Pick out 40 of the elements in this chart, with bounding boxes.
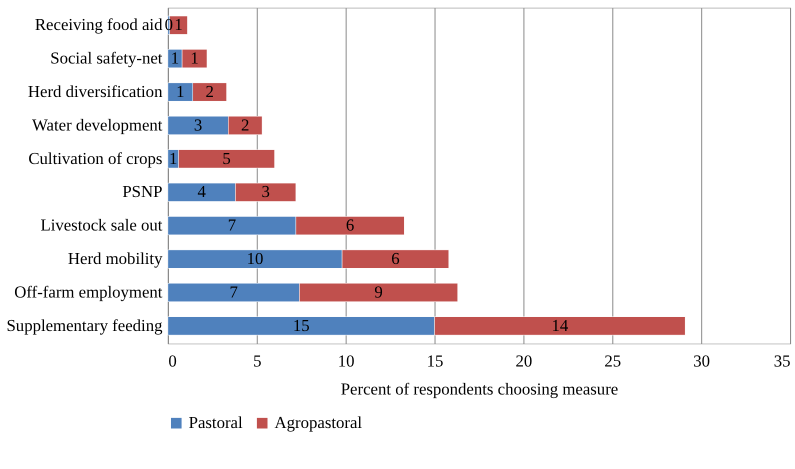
x-tick-label: 5 [253, 352, 262, 371]
y-tick-label: Herd diversification [28, 82, 164, 101]
y-tick-label: Social safety-net [50, 48, 163, 68]
data-label: 1 [190, 48, 199, 68]
y-tick-label: Supplementary feeding [6, 316, 164, 335]
x-tick-label: 20 [516, 352, 532, 371]
data-label: 10 [246, 249, 264, 268]
data-label: 1 [174, 15, 183, 34]
x-tick-label: 25 [604, 352, 622, 371]
y-tick-label: Herd mobility [68, 249, 164, 268]
data-label: 6 [346, 216, 354, 235]
data-label: 3 [194, 115, 202, 134]
x-tick-label: 15 [426, 352, 444, 371]
x-tick-label: 10 [338, 352, 355, 371]
legend-label: Pastoral [188, 413, 243, 432]
y-tick-label: Water development [32, 115, 163, 134]
x-tick-label: 35 [774, 352, 791, 371]
x-tick-label: 0 [168, 352, 177, 371]
data-label: 1 [169, 148, 178, 168]
data-label: 2 [205, 82, 214, 101]
legend-label: Agropastoral [274, 413, 362, 432]
x-axis-title: Percent of respondents choosing measure [340, 379, 618, 398]
data-label: 6 [391, 249, 400, 268]
y-tick-label: Livestock sale out [40, 216, 163, 235]
data-label: 15 [292, 316, 310, 335]
data-label: 4 [197, 182, 206, 202]
data-label: 2 [241, 115, 250, 134]
data-label: 1 [176, 82, 185, 101]
x-tick-label: 30 [693, 352, 710, 371]
data-label: 14 [551, 316, 569, 335]
data-label: 5 [222, 148, 231, 168]
data-label: 9 [374, 282, 383, 302]
y-tick-label: Off-farm employment [14, 282, 163, 302]
data-label: 7 [228, 216, 236, 235]
data-label: 1 [170, 48, 180, 68]
y-tick-label: Cultivation of crops [28, 148, 162, 168]
data-label: 7 [229, 282, 238, 302]
data-label: 3 [261, 182, 270, 202]
y-tick-label: Receiving food aid [34, 15, 164, 34]
y-tick-label: PSNP [122, 182, 162, 202]
